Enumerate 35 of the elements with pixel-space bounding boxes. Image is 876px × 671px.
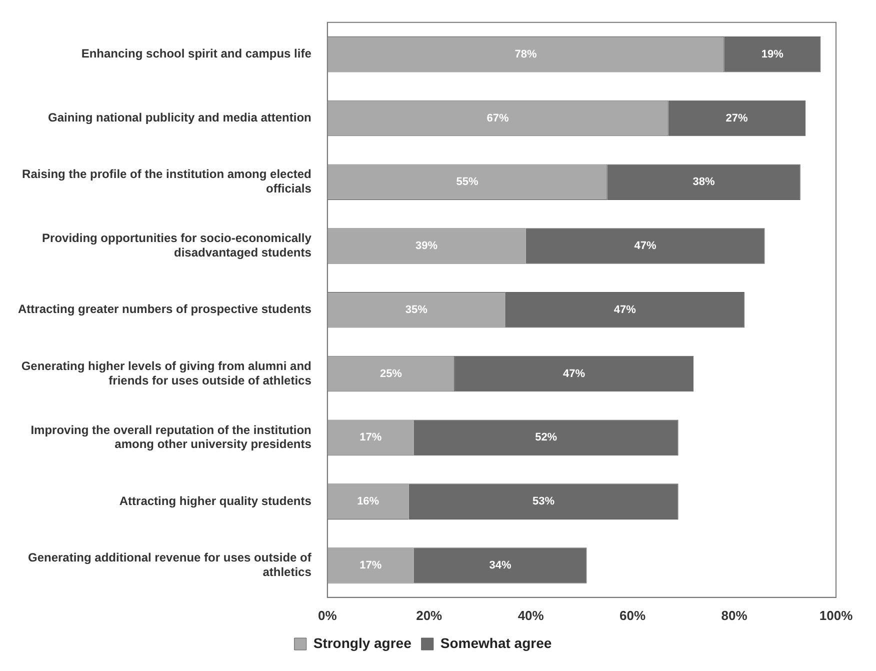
data-label: 53% (532, 496, 555, 508)
data-label: 55% (456, 176, 478, 188)
data-label: 47% (634, 240, 656, 252)
x-tick-label: 20% (416, 608, 443, 623)
data-label: 52% (535, 432, 558, 444)
legend-label: Strongly agree (313, 634, 412, 651)
y-tick-label: Enhancing school spirit and campus life (81, 46, 312, 61)
y-tick-label: Gaining national publicity and media attention (48, 110, 312, 125)
data-label: 38% (692, 176, 715, 188)
y-tick-label: Attracting higher quality students (119, 494, 312, 508)
x-tick-label: 60% (620, 608, 646, 623)
data-label: 17% (360, 432, 382, 444)
y-tick-label: Improving the overall reputation of the institution among other university presidents (30, 422, 312, 452)
data-label: 17% (360, 559, 382, 572)
y-tick-label: Providing opportunities for socio-economically disadvantaged students (42, 231, 312, 260)
data-label: 67% (486, 112, 509, 124)
data-label: 19% (761, 48, 784, 60)
x-tick-label: 100% (819, 608, 854, 623)
data-label: 39% (416, 240, 438, 252)
data-label: 25% (380, 368, 402, 380)
x-tick-label: 40% (518, 608, 544, 623)
data-label: 78% (514, 48, 537, 60)
y-tick-label: Generating additional revenue for uses outside of athletics (28, 550, 312, 579)
data-label: 27% (726, 112, 748, 124)
data-label: 16% (357, 496, 380, 508)
data-label: 47% (563, 368, 586, 380)
legend-label: Somewhat agree (440, 634, 552, 651)
data-label: 34% (489, 559, 512, 572)
data-label: 35% (405, 304, 428, 316)
y-tick-label: Raising the profile of the institution among elected officials (22, 167, 312, 196)
y-tick-label: Generating higher levels of giving from alumni and friends for uses outside of athletics (21, 358, 312, 388)
y-tick-label: Attracting greater numbers of prospective students (18, 302, 312, 316)
x-tick-label: 80% (721, 608, 748, 623)
data-label: 47% (614, 304, 636, 316)
x-tick-label: 0% (318, 608, 338, 623)
